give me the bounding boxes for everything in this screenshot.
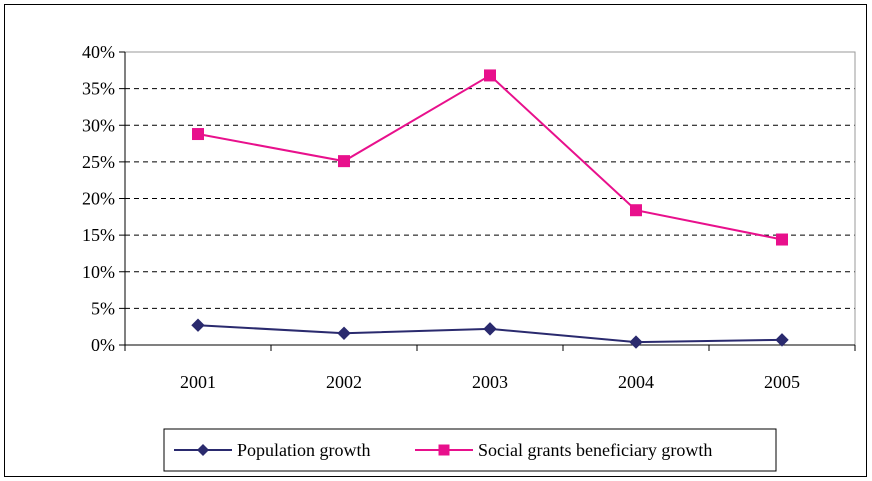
series-population-growth	[191, 318, 789, 349]
data-point	[192, 128, 204, 141]
series-social-grants-beneficiary-growth	[192, 69, 788, 246]
data-point	[776, 233, 788, 246]
axes	[119, 51, 856, 351]
x-axis-tick-labels: 2001 2002 2003 2004 2005	[180, 372, 800, 392]
data-point	[337, 326, 351, 340]
legend-entry: Population growth	[174, 440, 371, 460]
data-point	[484, 69, 496, 82]
data-point	[775, 333, 789, 347]
y-tick-label: 20%	[82, 189, 115, 209]
y-tick-label: 25%	[82, 152, 115, 172]
y-tick-label: 0%	[91, 335, 115, 355]
x-tick-label: 2004	[618, 372, 654, 392]
data-point	[629, 335, 643, 349]
series-line	[197, 74, 783, 241]
legend-label: Social grants beneficiary growth	[478, 440, 712, 460]
data-point	[483, 322, 497, 336]
legend-label: Population growth	[237, 440, 371, 460]
y-tick-label: 35%	[82, 79, 115, 99]
y-tick-label: 15%	[82, 225, 115, 245]
y-tick-label: 40%	[82, 42, 115, 62]
series-lines	[191, 69, 789, 349]
y-tick-label: 10%	[82, 262, 115, 282]
legend-marker	[438, 444, 450, 456]
legend-marker	[197, 444, 209, 456]
data-point	[191, 318, 205, 332]
x-tick-label: 2002	[326, 372, 362, 392]
chart-frame	[4, 4, 867, 477]
x-tick-label: 2001	[180, 372, 216, 392]
y-tick-label: 5%	[91, 298, 115, 318]
data-point	[338, 155, 350, 168]
y-tick-label: 30%	[82, 115, 115, 135]
x-tick-label: 2005	[764, 372, 800, 392]
legend: Population growth Social grants beneficia…	[163, 428, 777, 472]
data-point	[630, 204, 642, 217]
y-axis-tick-labels: 0% 5% 10% 15% 20% 25% 30% 35% 40%	[82, 42, 115, 355]
x-tick-label: 2003	[472, 372, 508, 392]
legend-entry: Social grants beneficiary growth	[415, 440, 712, 460]
gridlines	[125, 88, 855, 309]
